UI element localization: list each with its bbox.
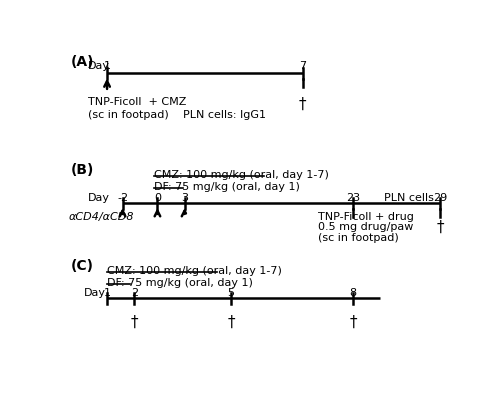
Text: 5: 5 xyxy=(228,288,234,298)
Text: PLN cells: IgG1: PLN cells: IgG1 xyxy=(182,110,266,120)
Text: 7: 7 xyxy=(299,61,306,71)
Text: (A): (A) xyxy=(70,55,94,69)
Text: -2: -2 xyxy=(117,192,128,202)
Text: DF: 75 mg/kg (oral, day 1): DF: 75 mg/kg (oral, day 1) xyxy=(107,278,253,288)
Text: 0: 0 xyxy=(154,192,161,202)
Text: 8: 8 xyxy=(350,288,356,298)
Text: 29: 29 xyxy=(433,192,448,202)
Text: 3: 3 xyxy=(181,192,188,202)
Text: (sc in footpad): (sc in footpad) xyxy=(88,110,168,120)
Text: 23: 23 xyxy=(346,192,360,202)
Text: CMZ: 100 mg/kg (oral, day 1-7): CMZ: 100 mg/kg (oral, day 1-7) xyxy=(154,170,328,180)
Text: PLN cells: PLN cells xyxy=(384,192,434,202)
Text: DF: 75 mg/kg (oral, day 1): DF: 75 mg/kg (oral, day 1) xyxy=(154,182,300,192)
Text: †: † xyxy=(436,220,444,235)
Text: (sc in footpad): (sc in footpad) xyxy=(318,233,399,243)
Text: Day: Day xyxy=(88,61,110,71)
Text: †: † xyxy=(130,314,138,329)
Text: 1: 1 xyxy=(104,288,110,298)
Text: TNP-Ficoll + drug: TNP-Ficoll + drug xyxy=(318,212,414,222)
Text: 0.5 mg drug/paw: 0.5 mg drug/paw xyxy=(318,223,414,232)
Text: 1: 1 xyxy=(104,61,110,71)
Text: (C): (C) xyxy=(70,259,93,274)
Text: Day: Day xyxy=(88,192,110,202)
Text: Day: Day xyxy=(84,288,106,298)
Text: CMZ: 100 mg/kg (oral, day 1-7): CMZ: 100 mg/kg (oral, day 1-7) xyxy=(107,266,282,276)
Text: 2: 2 xyxy=(130,288,138,298)
Text: †: † xyxy=(228,314,235,329)
Text: αCD4/αCD8: αCD4/αCD8 xyxy=(68,212,134,222)
Text: TNP-Ficoll  + CMZ: TNP-Ficoll + CMZ xyxy=(88,97,186,107)
Text: †: † xyxy=(299,96,306,111)
Text: (B): (B) xyxy=(70,164,94,177)
Text: †: † xyxy=(350,314,357,329)
